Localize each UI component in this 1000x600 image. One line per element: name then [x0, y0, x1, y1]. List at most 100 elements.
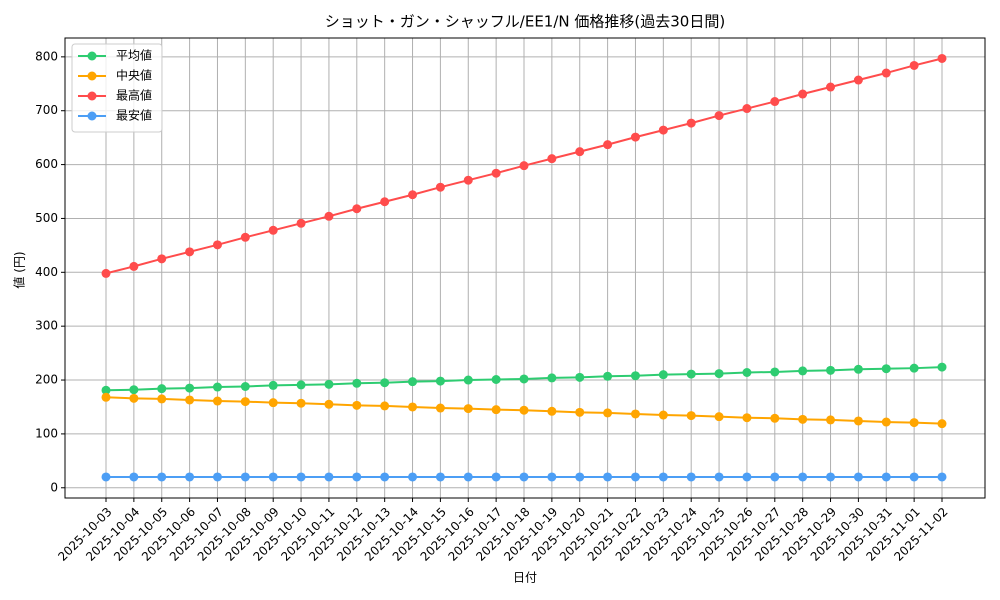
point [435, 376, 445, 386]
point [352, 378, 362, 388]
point [826, 472, 836, 482]
point [575, 147, 585, 157]
point [742, 367, 752, 377]
point [826, 365, 836, 375]
point [686, 369, 696, 379]
point [101, 472, 111, 482]
point [937, 362, 947, 372]
point [408, 377, 418, 387]
legend-marker [87, 111, 97, 121]
point [324, 399, 334, 409]
legend-label: 平均値 [116, 48, 152, 63]
point [547, 373, 557, 383]
point [296, 380, 306, 390]
point [547, 154, 557, 164]
y-axis-label: 値 (円) [12, 251, 27, 288]
point [212, 240, 222, 250]
point [714, 369, 724, 379]
point [352, 204, 362, 214]
point [491, 405, 501, 415]
legend-marker [87, 71, 97, 81]
point [575, 407, 585, 417]
point [240, 382, 250, 392]
point [380, 401, 390, 411]
point [296, 218, 306, 228]
point [408, 190, 418, 200]
y-tick-label: 500 [35, 211, 58, 225]
y-tick-label: 400 [35, 265, 58, 279]
point [380, 472, 390, 482]
point [352, 400, 362, 410]
point [603, 408, 613, 418]
point [630, 371, 640, 381]
point [408, 472, 418, 482]
point [603, 371, 613, 381]
point [185, 383, 195, 393]
legend-label: 最高値 [116, 88, 152, 103]
point [463, 375, 473, 385]
point [937, 53, 947, 63]
point [491, 472, 501, 482]
point [770, 97, 780, 107]
point [575, 372, 585, 382]
point [853, 364, 863, 374]
y-tick-label: 800 [35, 49, 58, 63]
point [240, 397, 250, 407]
point [909, 60, 919, 70]
point [798, 366, 808, 376]
point [212, 396, 222, 406]
point [547, 472, 557, 482]
point [157, 254, 167, 264]
point [603, 472, 613, 482]
point [937, 472, 947, 482]
point [519, 374, 529, 384]
point [519, 161, 529, 171]
point [881, 417, 891, 427]
point [519, 405, 529, 415]
y-tick-label: 100 [35, 426, 58, 440]
point [435, 472, 445, 482]
point [742, 472, 752, 482]
point [185, 247, 195, 257]
legend-marker [87, 91, 97, 101]
legend-label: 中央値 [116, 68, 152, 83]
point [324, 472, 334, 482]
point [937, 419, 947, 429]
point [463, 472, 473, 482]
point [798, 414, 808, 424]
legend-box [71, 43, 163, 133]
point [658, 125, 668, 135]
point [324, 379, 334, 389]
point [658, 472, 668, 482]
point [909, 363, 919, 373]
point [603, 140, 613, 150]
point [212, 472, 222, 482]
point [129, 472, 139, 482]
point [240, 472, 250, 482]
point [658, 370, 668, 380]
point [881, 472, 891, 482]
point [909, 472, 919, 482]
x-axis-label: 日付 [513, 571, 537, 585]
point [519, 472, 529, 482]
point [770, 472, 780, 482]
point [296, 472, 306, 482]
point [268, 398, 278, 408]
point [714, 111, 724, 121]
point [853, 75, 863, 85]
point [770, 413, 780, 423]
point [296, 398, 306, 408]
point [686, 118, 696, 128]
point [435, 182, 445, 192]
point [352, 472, 362, 482]
point [463, 175, 473, 185]
point [268, 380, 278, 390]
point [463, 404, 473, 414]
chart-title: ショット・ガン・シャッフル/EE1/N 価格推移(過去30日間) [325, 13, 725, 31]
point [630, 409, 640, 419]
point [714, 472, 724, 482]
plot-frame [64, 37, 986, 499]
point [798, 472, 808, 482]
point [853, 416, 863, 426]
point [157, 472, 167, 482]
